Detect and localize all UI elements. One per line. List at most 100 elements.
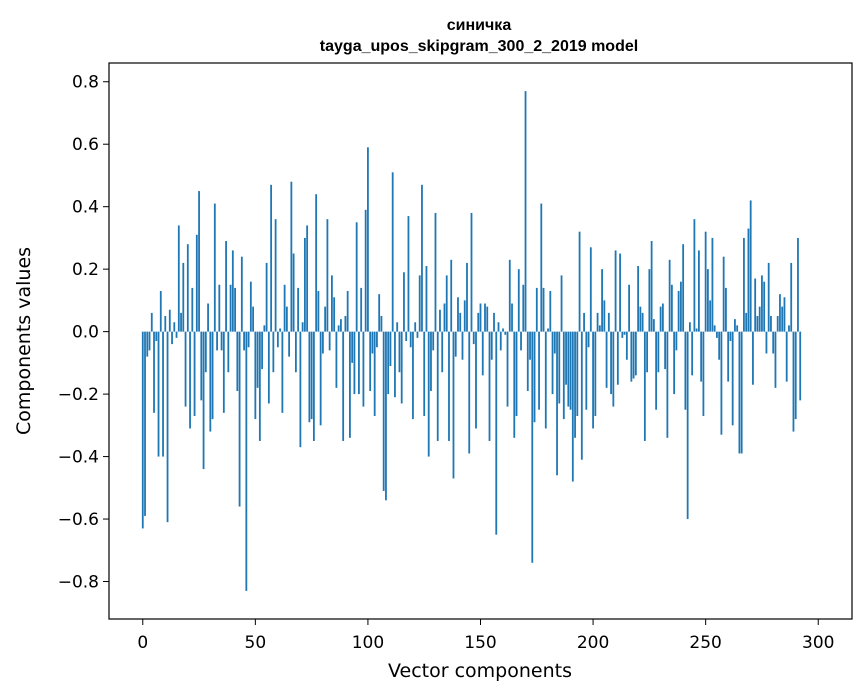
bar [722,256,725,332]
bar [247,331,250,348]
bar [436,331,439,441]
bar [276,331,279,348]
plot-area [108,62,853,620]
bar [490,331,493,360]
bar [175,331,178,338]
bar [193,331,196,416]
bar [281,331,284,413]
bar [162,331,164,457]
bar [288,331,291,357]
bar [337,325,340,332]
bar [312,331,315,441]
bar [353,331,356,395]
bar [168,309,171,332]
bar [342,331,345,441]
bar [267,331,270,404]
bar [315,194,318,332]
bar [655,331,658,410]
bar [504,331,507,335]
bar [231,250,234,332]
bar [141,331,144,529]
bar [675,331,678,351]
bar [479,303,482,332]
bar [430,331,432,391]
bar [695,328,698,332]
bar [646,331,649,373]
bar [736,325,739,332]
y-tick-label: 0.4 [72,198,99,218]
bar [306,225,309,332]
bar [594,331,597,416]
bar [468,331,471,454]
bar [292,253,295,332]
bar [263,325,266,332]
bar [245,331,248,591]
bar [679,281,682,332]
bar [549,291,552,332]
bar [360,287,363,332]
bar [792,331,795,432]
x-tick-label: 250 [689,633,721,653]
bar [290,181,293,332]
x-tick-label: 300 [802,633,834,653]
bar [562,331,565,420]
bar [529,331,531,360]
bar [351,331,354,363]
bar [448,331,450,441]
bar [333,297,336,332]
bar [763,281,766,332]
bar [403,272,405,332]
bar [382,331,385,491]
bar [677,291,680,332]
bar [621,331,624,338]
bar [324,306,327,332]
bar [743,237,745,332]
bar [346,291,349,332]
bar [326,219,329,332]
bar [698,250,700,332]
bar [664,331,667,370]
bar [349,331,351,438]
bar [389,331,392,366]
bar [637,266,640,332]
bar [619,253,621,332]
chart-title: синичка [447,17,512,34]
bar [605,331,608,388]
bar [558,331,561,404]
bars-group [141,91,802,591]
bar [538,331,540,410]
bar [610,331,612,395]
bar [204,331,207,373]
bar [484,303,486,332]
bar [459,312,462,332]
bar [580,331,583,460]
bar [432,331,435,351]
bar [758,306,761,332]
bar [598,325,601,332]
bar [457,297,459,332]
bar [200,331,203,401]
bar [297,287,300,332]
y-tick-label: 0.2 [72,260,99,280]
bar [790,262,793,332]
bar [317,291,320,332]
bar [506,331,509,407]
bar [301,322,304,332]
bar [256,331,259,388]
bar [752,331,754,385]
bar [463,300,466,332]
bar [513,331,516,438]
bar [659,306,662,332]
bar [666,331,669,438]
bar [481,331,484,376]
bar [565,331,567,385]
bar [686,331,689,520]
bar [634,331,637,376]
bar [727,331,730,382]
x-tick-label: 200 [577,633,609,653]
bar [407,216,410,332]
bar [761,275,763,332]
bar [450,259,453,332]
bar [364,209,367,332]
bar [477,312,480,332]
